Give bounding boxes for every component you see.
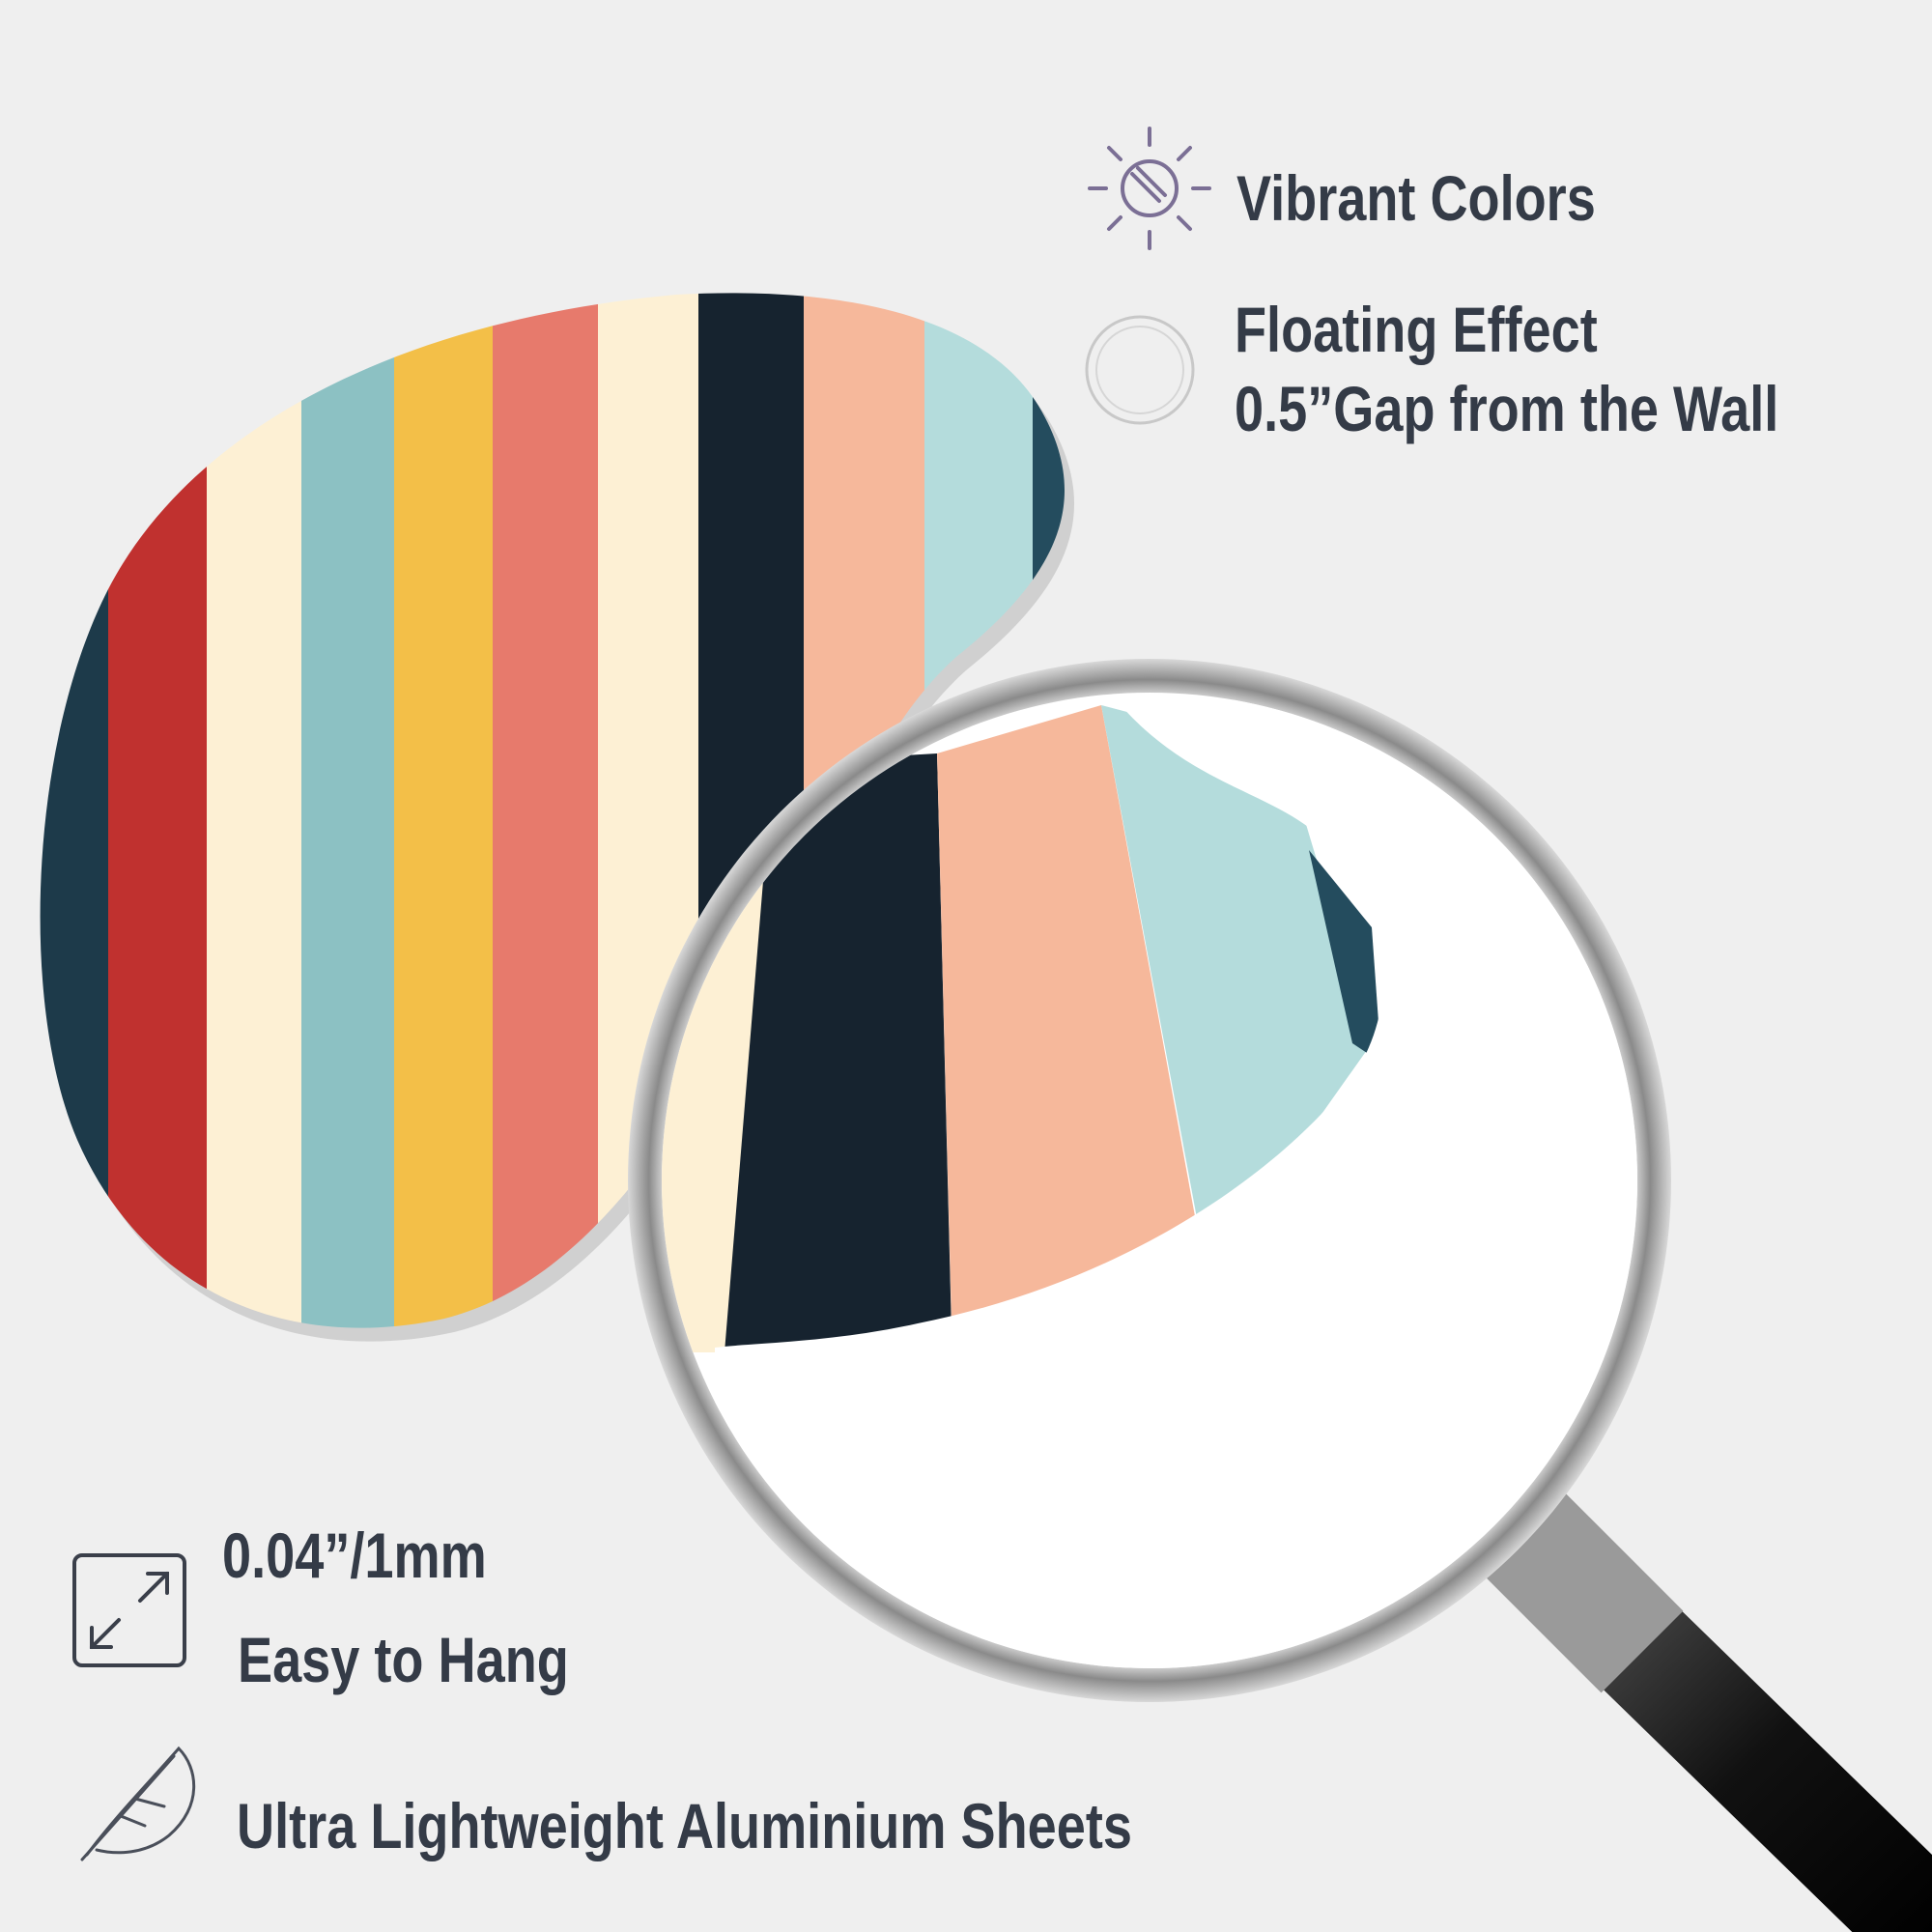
circle-icon bbox=[1085, 315, 1195, 425]
feature-text: Vibrant Colors bbox=[1236, 162, 1596, 234]
artwork bbox=[40, 293, 1075, 1342]
sun-icon bbox=[1088, 127, 1211, 250]
magnifier bbox=[628, 659, 1932, 1932]
feature-text: Easy to Hang bbox=[238, 1624, 569, 1695]
feature-text: 0.04”/1mm bbox=[222, 1520, 487, 1591]
feature-text: Floating Effect bbox=[1235, 294, 1598, 365]
feature-text: Ultra Lightweight Aluminium Sheets bbox=[237, 1790, 1132, 1861]
resize-icon bbox=[72, 1553, 186, 1667]
feature-text: 0.5”Gap from the Wall bbox=[1235, 373, 1778, 444]
feather-icon bbox=[80, 1746, 196, 1861]
